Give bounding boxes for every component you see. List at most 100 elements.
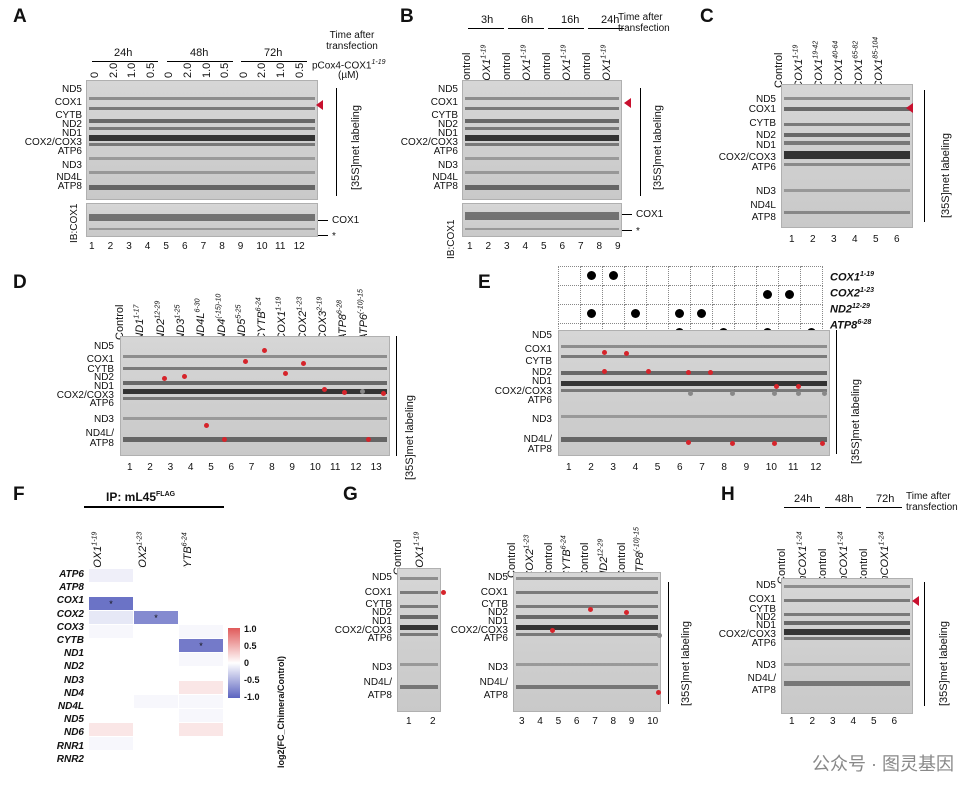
heatmap-cell [88, 568, 134, 583]
heatmap-row [88, 764, 224, 779]
grid-cell [734, 285, 757, 305]
grid-dot [587, 309, 596, 318]
lane-number: 2 [147, 462, 153, 473]
lane-number: 4 [187, 462, 194, 473]
panel-c-label: C [700, 6, 714, 27]
band-label-d-0: ND5 [93, 341, 114, 352]
gel-band [465, 143, 619, 146]
cox1-arrow-h [912, 596, 919, 606]
heatmap-cell [88, 652, 134, 667]
heatmap-row-label: CYTB [56, 635, 84, 646]
condition-label-c: COX185-104 [872, 36, 885, 89]
heatmap-cell [133, 764, 179, 779]
gel-band [784, 97, 910, 100]
ib-label-a: IB:COX1 [69, 203, 80, 243]
gray-marker-dot [730, 391, 735, 396]
gel-band [123, 381, 387, 385]
heatmap-cell [133, 624, 179, 639]
timepoint-b: 6h [521, 14, 534, 26]
gel-band [784, 151, 910, 159]
band-label-g-left: ND2 [371, 607, 392, 618]
grid-cell [624, 304, 647, 324]
band-label-c-4: ND1 [755, 140, 776, 151]
heatmap-row [88, 568, 224, 583]
grid-cell [734, 304, 757, 324]
band-label-g-left: ND1 [371, 616, 392, 627]
heatmap-cell [88, 680, 134, 695]
heatmap-row [88, 582, 224, 597]
heatmap-cell [178, 708, 224, 723]
heatmap-cell [133, 680, 179, 695]
lane-number: 2 [430, 716, 436, 727]
timepoint-b: 24h [601, 14, 620, 26]
red-marker-dot [342, 390, 347, 395]
bracket-72h-a [241, 61, 307, 62]
lane-number: 13 [370, 462, 382, 473]
lane-number: 2 [485, 241, 492, 252]
ib-star-tick-a [318, 235, 328, 236]
lane-number: 6 [894, 234, 900, 245]
side-bar-b [640, 88, 641, 196]
grid-cell [646, 285, 669, 305]
band-label-b-5: COX2/COX3 [400, 137, 458, 148]
lane-number: 8 [610, 716, 617, 727]
gel-band [89, 119, 315, 123]
gel-band [784, 123, 910, 126]
colorbar-f [228, 628, 240, 698]
lane-number: 2 [810, 234, 816, 245]
band-label-g-left: ND5 [371, 572, 392, 583]
grid-row [558, 304, 823, 324]
timepoint-h: 48h [835, 493, 854, 505]
band-label-h-6: ATP6 [751, 638, 776, 649]
lane-number: 9 [289, 462, 295, 473]
gel-band [784, 141, 910, 145]
lane-number: 3 [167, 462, 174, 473]
grid-dot [609, 271, 618, 280]
band-label-h-2: CYTB [749, 604, 776, 615]
lane-number: 8 [219, 241, 225, 252]
side-bar-c [924, 90, 925, 222]
lane-number: 3 [830, 716, 836, 727]
gel-band [400, 625, 438, 630]
gel-band [465, 157, 619, 160]
red-marker-dot [204, 423, 209, 428]
heatmap-row [88, 666, 224, 681]
lane-number: 7 [578, 241, 584, 252]
band-label-c-7: ND3 [755, 186, 776, 197]
red-marker-dot [222, 437, 227, 442]
band-label-b-0: ND5 [437, 84, 458, 95]
band-label-e-3: ND2 [531, 367, 552, 378]
gel-band [516, 577, 658, 580]
grid-cell [602, 304, 625, 324]
concentration-label: 1.0 [126, 62, 139, 78]
side-label-e: [35S]met labeling [850, 379, 862, 464]
band-label-d-3: ND2 [93, 372, 114, 383]
heatmap-cell [133, 638, 179, 653]
side-bar-a [336, 88, 337, 196]
heatmap-cell [133, 568, 179, 583]
heatmap-cell [178, 736, 224, 751]
heatmap-row: * [88, 596, 224, 611]
band-label-a-9: ATP8 [57, 181, 82, 192]
grid-cell [734, 266, 757, 286]
heatmap-row-label: ATP6 [59, 569, 84, 580]
ib-star-tick-b [622, 230, 632, 231]
gray-marker-dot [772, 391, 777, 396]
gel-band [89, 127, 315, 130]
gel-band [561, 389, 827, 392]
gel-band [465, 127, 619, 130]
condition-label-d: ATP86-28 [336, 299, 350, 341]
grid-cell [756, 304, 779, 324]
red-marker-dot [262, 348, 267, 353]
panel-d-label: D [13, 272, 27, 293]
lane-number: 1 [89, 241, 95, 252]
gel-band [400, 605, 438, 608]
bracket-b [508, 28, 544, 29]
ib-gel-a [86, 203, 318, 237]
heatmap-row [88, 680, 224, 695]
gel-band [89, 171, 315, 174]
grid-cell [778, 266, 801, 286]
grid-cell [580, 304, 603, 324]
red-marker-dot [550, 628, 555, 633]
condition-label-d: ATP6(-10)-15 [356, 289, 370, 341]
